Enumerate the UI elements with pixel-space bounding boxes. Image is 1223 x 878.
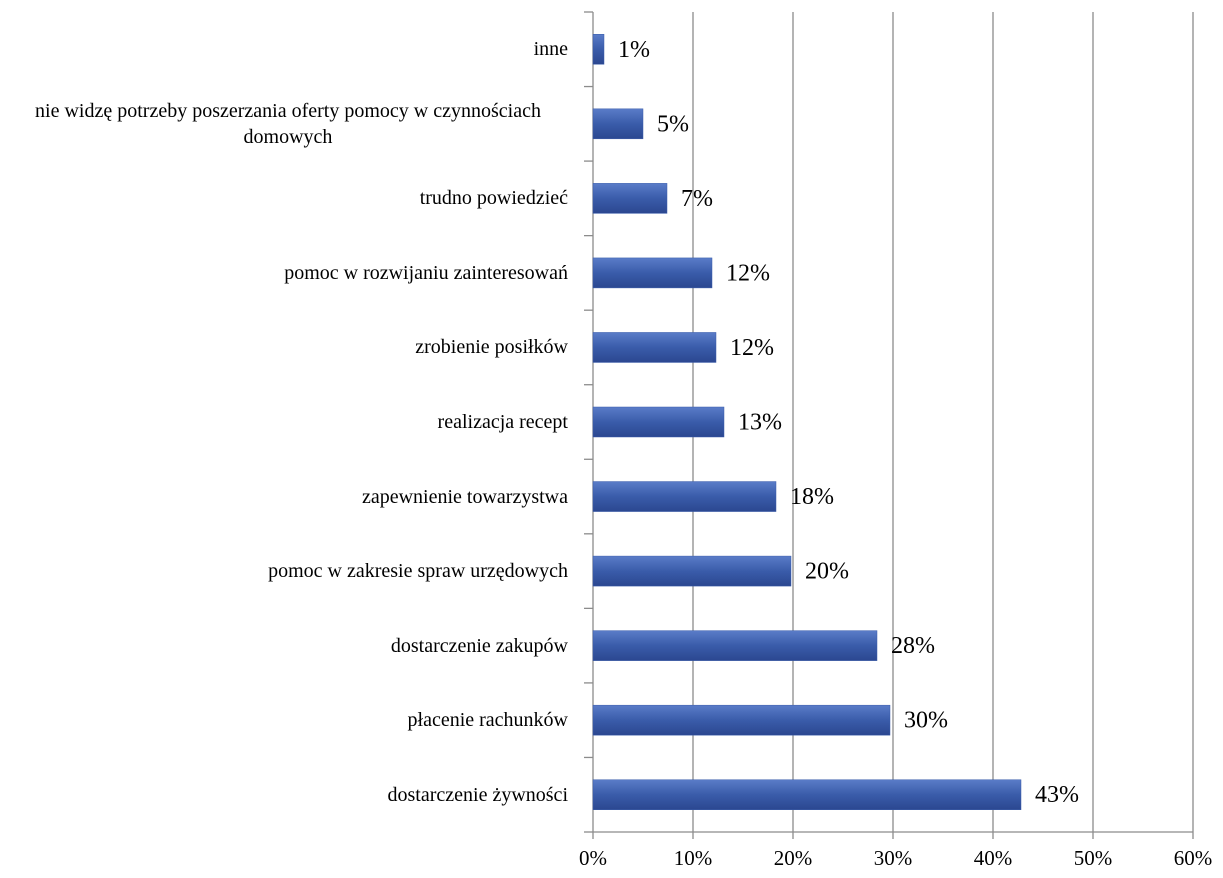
data-label: 5% — [657, 111, 689, 137]
y-tick-label-text: trudno powiedzieć — [419, 187, 568, 210]
bar — [592, 630, 878, 661]
y-tick-label: pomoc w rozwijaniu zainteresowań — [0, 260, 568, 286]
y-tick-label: płacenie rachunków — [0, 707, 568, 733]
data-label: 28% — [891, 633, 935, 659]
bar — [592, 481, 777, 512]
y-tick-label: trudno powiedzieć — [0, 185, 568, 211]
x-tick-label: 50% — [1074, 846, 1113, 870]
bar — [592, 704, 891, 736]
y-tick-label-text: płacenie rachunków — [407, 709, 568, 732]
x-tick-label: 60% — [1174, 846, 1213, 870]
bar — [592, 555, 792, 587]
y-tick-label-text: realizacja recept — [437, 411, 568, 433]
x-tick-label: 10% — [674, 846, 713, 870]
bar — [592, 257, 713, 289]
bar — [592, 108, 644, 140]
y-tick-label-text: pomoc w rozwijaniu zainteresowań — [284, 261, 568, 284]
y-tick-label-text: pomoc w zakresie spraw urzędowych — [268, 560, 568, 583]
y-tick-label-text: nie widzę potrzeby poszerzania oferty po… — [35, 99, 541, 148]
y-tick-label-text: dostarczenie żywności — [387, 783, 568, 806]
data-label: 20% — [805, 559, 849, 585]
y-tick-label: zrobienie posiłków — [0, 334, 568, 360]
data-label: 30% — [904, 708, 948, 734]
data-label: 7% — [681, 186, 713, 212]
bar — [592, 34, 605, 65]
x-tick-label: 40% — [974, 846, 1013, 870]
data-label: 13% — [738, 410, 782, 436]
data-label: 12% — [730, 335, 774, 361]
x-tick-label: 30% — [874, 846, 913, 870]
bar — [592, 779, 1022, 810]
y-tick-label: inne — [0, 36, 568, 62]
bar — [592, 406, 725, 438]
y-tick-label: zapewnienie towarzystwa — [0, 484, 568, 510]
bar — [592, 332, 717, 363]
y-tick-label: nie widzę potrzeby poszerzania oferty po… — [0, 98, 568, 150]
y-tick-label-text: zrobienie posiłków — [415, 336, 568, 359]
y-tick-label: dostarczenie żywności — [0, 782, 568, 808]
x-tick-label: 20% — [774, 846, 813, 870]
data-label: 1% — [618, 37, 650, 63]
bar — [592, 183, 668, 214]
x-tick-label: 0% — [579, 846, 607, 870]
y-tick-label: realizacja recept — [0, 409, 568, 435]
data-label: 12% — [726, 260, 770, 286]
data-label: 18% — [790, 484, 834, 510]
y-tick-label-text: dostarczenie zakupów — [390, 634, 568, 657]
y-tick-label-text: zapewnienie towarzystwa — [361, 485, 568, 508]
data-label: 43% — [1035, 782, 1079, 808]
y-tick-label: dostarczenie zakupów — [0, 633, 568, 659]
y-tick-label-text: inne — [533, 38, 568, 61]
y-tick-label: pomoc w zakresie spraw urzędowych — [0, 558, 568, 584]
